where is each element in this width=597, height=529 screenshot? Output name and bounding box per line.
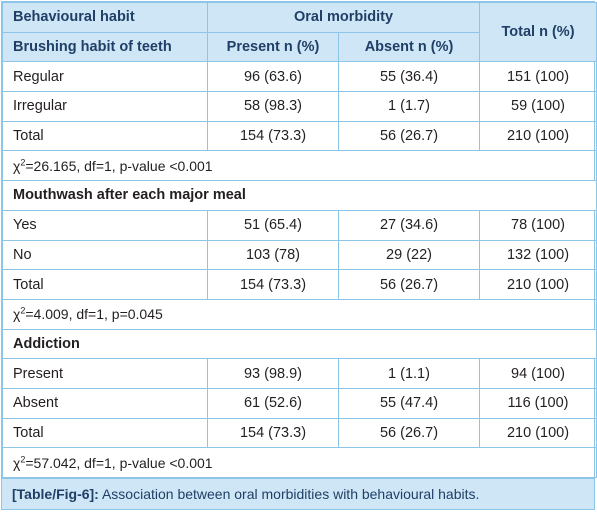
cell-present: 51 (65.4) bbox=[207, 209, 339, 241]
section-row: Addiction bbox=[1, 328, 597, 360]
row-label: Total bbox=[2, 120, 208, 152]
table-row: Total 154 (73.3) 56 (26.7) 210 (100) bbox=[2, 120, 597, 152]
table-row: Present 93 (98.9) 1 (1.1) 94 (100) bbox=[2, 358, 597, 389]
cell-total: 210 (100) bbox=[479, 417, 597, 449]
cell-total: 151 (100) bbox=[479, 61, 597, 93]
caption-label: [Table/Fig-6]: bbox=[12, 486, 99, 502]
cell-total: 78 (100) bbox=[479, 209, 597, 241]
table-row: Yes 51 (65.4) 27 (34.6) 78 (100) bbox=[2, 209, 597, 241]
cell-absent: 56 (26.7) bbox=[337, 269, 481, 300]
table-row: Total 154 (73.3) 56 (26.7) 210 (100) bbox=[2, 269, 597, 300]
stat-row: χ2=57.042, df=1, p-value <0.001 bbox=[1, 447, 597, 478]
caption-text: Association between oral morbidities wit… bbox=[98, 486, 480, 502]
header-brushing-habit: Brushing habit of teeth bbox=[2, 31, 208, 63]
figure-caption: [Table/Fig-6]: Association between oral … bbox=[2, 478, 594, 509]
cell-present: 96 (63.6) bbox=[207, 61, 339, 93]
cell-total: 116 (100) bbox=[479, 387, 597, 419]
cell-total: 210 (100) bbox=[479, 120, 597, 152]
header-total: Total n (%) bbox=[479, 1, 597, 63]
cell-absent: 55 (47.4) bbox=[337, 387, 481, 419]
cell-present: 58 (98.3) bbox=[207, 91, 339, 122]
cell-total: 132 (100) bbox=[479, 239, 597, 271]
row-label: Total bbox=[2, 417, 208, 449]
header-row-top: Behavioural habit Oral morbidity Total n… bbox=[2, 1, 597, 63]
row-label: No bbox=[2, 239, 208, 271]
section-title-mouthwash: Mouthwash after each major meal bbox=[1, 180, 597, 211]
row-label: Irregular bbox=[2, 91, 208, 122]
cell-total: 94 (100) bbox=[479, 358, 597, 389]
header-row-sub: Brushing habit of teeth Present n (%) Ab… bbox=[2, 31, 597, 63]
cell-present: 154 (73.3) bbox=[207, 269, 339, 300]
table-row: Irregular 58 (98.3) 1 (1.7) 59 (100) bbox=[2, 91, 597, 122]
row-label: Absent bbox=[2, 387, 208, 419]
row-label: Total bbox=[2, 269, 208, 300]
association-table: Behavioural habit Oral morbidity Total n… bbox=[1, 1, 597, 478]
stat-row: χ2=4.009, df=1, p=0.045 bbox=[1, 298, 597, 330]
cell-total: 59 (100) bbox=[479, 91, 597, 122]
brushing-chi-square: χ2=26.165, df=1, p-value <0.001 bbox=[1, 150, 597, 182]
cell-absent: 1 (1.1) bbox=[337, 358, 481, 389]
cell-absent: 1 (1.7) bbox=[337, 91, 481, 122]
cell-present: 154 (73.3) bbox=[207, 417, 339, 449]
section-title-addiction: Addiction bbox=[1, 328, 597, 360]
cell-absent: 55 (36.4) bbox=[337, 61, 481, 93]
cell-present: 93 (98.9) bbox=[207, 358, 339, 389]
stat-row: χ2=26.165, df=1, p-value <0.001 bbox=[1, 150, 597, 182]
cell-total: 210 (100) bbox=[479, 269, 597, 300]
row-label: Yes bbox=[2, 209, 208, 241]
cell-absent: 56 (26.7) bbox=[337, 120, 481, 152]
table-row: No 103 (78) 29 (22) 132 (100) bbox=[2, 239, 597, 271]
cell-absent: 29 (22) bbox=[337, 239, 481, 271]
header-absent: Absent n (%) bbox=[337, 31, 481, 63]
table-row: Regular 96 (63.6) 55 (36.4) 151 (100) bbox=[2, 61, 597, 93]
header-behavioural-habit: Behavioural habit bbox=[2, 2, 208, 33]
table-row: Absent 61 (52.6) 55 (47.4) 116 (100) bbox=[2, 387, 597, 419]
mouthwash-chi-square: χ2=4.009, df=1, p=0.045 bbox=[1, 298, 597, 330]
addiction-chi-square: χ2=57.042, df=1, p-value <0.001 bbox=[1, 447, 597, 478]
table-figure: Behavioural habit Oral morbidity Total n… bbox=[1, 1, 597, 510]
header-present: Present n (%) bbox=[207, 31, 339, 63]
table-row: Total 154 (73.3) 56 (26.7) 210 (100) bbox=[2, 417, 597, 449]
header-oral-morbidity: Oral morbidity bbox=[206, 2, 481, 33]
cell-present: 154 (73.3) bbox=[207, 120, 339, 152]
cell-absent: 27 (34.6) bbox=[337, 209, 481, 241]
section-row: Mouthwash after each major meal bbox=[1, 180, 597, 211]
cell-present: 61 (52.6) bbox=[207, 387, 339, 419]
row-label: Regular bbox=[2, 61, 208, 93]
cell-absent: 56 (26.7) bbox=[337, 417, 481, 449]
row-label: Present bbox=[2, 358, 208, 389]
cell-present: 103 (78) bbox=[207, 239, 339, 271]
